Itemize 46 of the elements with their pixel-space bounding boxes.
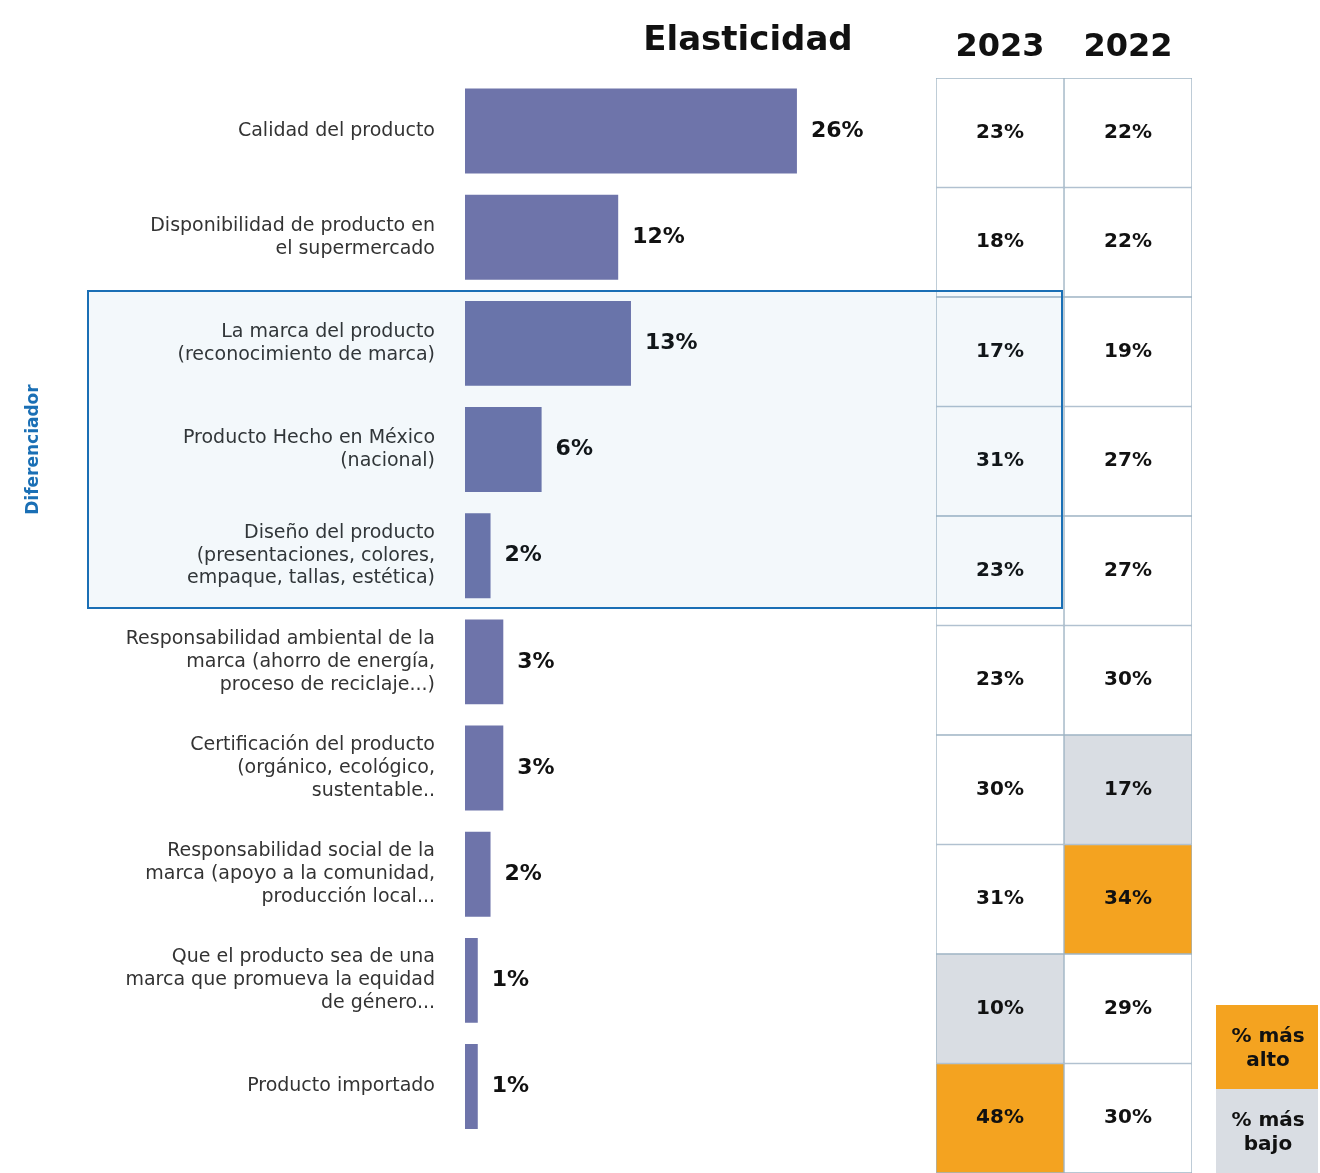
data-label: 18% xyxy=(976,228,1024,253)
y-tick-label: Producto Hecho en México (nacional) xyxy=(182,425,435,470)
data-label: 29% xyxy=(1104,994,1152,1019)
y-tick-label: Certificación del producto (orgánico, ecológico, sustentable.. xyxy=(190,732,435,800)
text: % más alto xyxy=(1216,1005,1320,1089)
data-label: 17% xyxy=(976,337,1024,362)
y-tick-label: Producto importado xyxy=(247,1073,435,1096)
data-label: 13% xyxy=(644,329,698,355)
data-label: 23% xyxy=(976,556,1024,581)
data-label: 3% xyxy=(517,647,555,673)
data-label: 2% xyxy=(504,541,542,567)
data-label: 1% xyxy=(491,1072,530,1098)
x-tick-label: 2023 xyxy=(955,26,1045,65)
data-label: 27% xyxy=(1104,556,1152,581)
x-tick-label: 2022 xyxy=(1083,26,1173,65)
data-label: 22% xyxy=(1104,118,1152,143)
data-label: 2% xyxy=(504,859,542,885)
y-tick-label: Que el producto sea de una marca que promueva la equidad de género... xyxy=(125,944,435,1013)
y-tick-label: Responsabilidad social de la marca (apoyo a la comunidad, producción local... xyxy=(145,838,435,906)
band-label: Diferenciador xyxy=(22,383,43,515)
data-label: 27% xyxy=(1104,447,1152,472)
data-label: 48% xyxy=(976,1104,1024,1129)
data-label: 30% xyxy=(1104,666,1152,691)
chart-title: Elasticidad xyxy=(642,18,854,58)
data-label: 1% xyxy=(491,966,530,992)
data-label: 6% xyxy=(555,435,593,461)
data-label: 3% xyxy=(517,753,555,779)
data-label: 10% xyxy=(976,994,1024,1019)
data-label: 12% xyxy=(632,222,685,248)
data-label: 31% xyxy=(976,447,1024,472)
data-label: 19% xyxy=(1104,337,1152,362)
data-label: 34% xyxy=(1104,885,1152,910)
data-label: 31% xyxy=(976,885,1024,910)
data-label: 17% xyxy=(1104,775,1152,800)
data-label: 23% xyxy=(976,118,1024,143)
data-label: 22% xyxy=(1104,228,1152,253)
y-tick-label: Diseño del producto (presentaciones, colores, empaque, tallas, estética) xyxy=(186,519,435,588)
y-tick-label: La marca del producto (reconocimiento de marca) xyxy=(177,318,435,364)
data-label: 23% xyxy=(976,666,1024,691)
y-tick-label: Disponibilidad de producto en el supermercado xyxy=(150,212,435,258)
data-label: 30% xyxy=(976,775,1024,800)
y-tick-label: Calidad del producto xyxy=(237,118,435,141)
y-tick-label: Responsabilidad ambiental de la marca (ahorro de energía, proceso de reciclaje...) xyxy=(125,626,435,694)
data-label: 26% xyxy=(810,116,864,142)
text: % más bajo xyxy=(1216,1089,1320,1173)
data-label: 30% xyxy=(1104,1104,1152,1129)
